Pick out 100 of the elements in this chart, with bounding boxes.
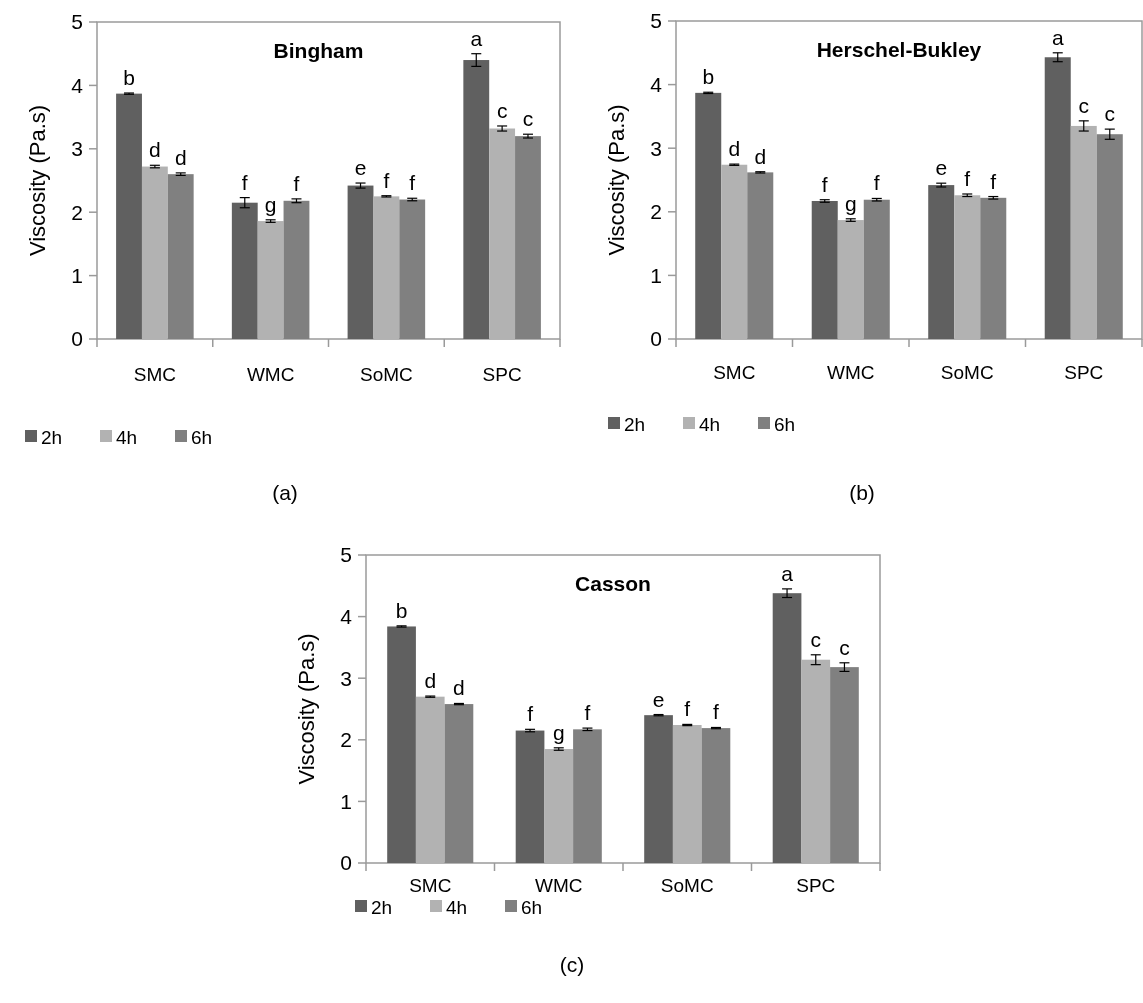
annotation: f [821, 172, 828, 196]
y-axis-title: Viscosity (Pa.s) [604, 104, 629, 256]
annotation: e [935, 156, 948, 180]
bar [837, 220, 864, 339]
text: Casson [575, 572, 651, 595]
bar [141, 166, 168, 339]
annotation: f [383, 168, 390, 192]
legend-label: 2h [624, 414, 646, 435]
legend-label: 2h [41, 427, 63, 448]
legend-label: 6h [191, 427, 213, 448]
annotation: a [470, 26, 483, 50]
bar [701, 728, 731, 863]
annotation: d [453, 676, 465, 700]
x-tick-label: SPC [482, 364, 522, 385]
legend-label: 2h [371, 897, 393, 918]
bar [463, 60, 490, 339]
y-tick-label: 3 [650, 136, 662, 160]
annotation: f [241, 170, 248, 194]
annotation: a [781, 561, 794, 585]
annotation: e [354, 156, 367, 180]
y-tick-label: 5 [340, 543, 352, 567]
y-tick-label: 0 [340, 851, 352, 875]
bar [721, 164, 748, 339]
x-tick-label: SoMC [660, 875, 714, 896]
bar [801, 659, 831, 863]
y-tick-label: 0 [71, 327, 83, 351]
bar [644, 715, 673, 863]
y-tick-label: 5 [650, 9, 662, 33]
bar [772, 593, 802, 863]
bar [747, 172, 774, 339]
x-tick-label: SoMC [359, 364, 413, 385]
bar [954, 195, 981, 339]
annotation: f [990, 169, 997, 193]
bar [231, 202, 258, 339]
y-tick-label: 2 [650, 200, 662, 224]
annotation: f [964, 166, 971, 190]
bar [347, 185, 374, 339]
bar [167, 174, 194, 339]
bar [672, 725, 702, 863]
annotation: f [527, 702, 534, 726]
y-tick-label: 4 [71, 73, 84, 97]
y-tick-label: 3 [340, 666, 352, 690]
bar [1044, 57, 1071, 339]
annotation: g [552, 720, 565, 744]
y-axis-title: Viscosity (Pa.s) [294, 633, 319, 785]
bar [811, 200, 838, 339]
annotation: a [1051, 25, 1064, 49]
annotation: f [873, 171, 880, 195]
bar [489, 128, 516, 339]
annotation: c [1078, 93, 1089, 117]
bar [387, 626, 416, 863]
bar [399, 199, 426, 339]
annotation: d [149, 138, 161, 162]
y-tick-label: 1 [650, 263, 662, 287]
y-tick-label: 0 [650, 327, 662, 351]
y-tick-label: 4 [340, 604, 353, 628]
legend-label: 4h [116, 427, 138, 448]
bar [444, 704, 474, 863]
bar [573, 729, 602, 863]
bar [928, 185, 955, 339]
x-tick-label: WMC [246, 364, 295, 385]
annotation: g [264, 192, 277, 216]
annotation: c [522, 107, 534, 131]
bar [283, 200, 310, 339]
bar [373, 196, 400, 339]
annotation: d [174, 145, 187, 169]
bar [980, 197, 1007, 339]
text: Herschel-Bukley [816, 38, 982, 61]
bar [1096, 134, 1123, 339]
annotation: d [754, 144, 767, 168]
annotation: e [652, 687, 665, 711]
x-tick-label: SMC [713, 362, 756, 383]
annotation: d [728, 137, 741, 161]
legend-label: 6h [521, 897, 543, 918]
x-tick-label: SMC [409, 875, 452, 896]
x-tick-label: SPC [1064, 362, 1104, 383]
x-tick-label: SMC [133, 364, 176, 385]
y-tick-label: 3 [71, 137, 83, 161]
annotation: g [844, 191, 857, 215]
bar [544, 749, 574, 863]
bar [863, 199, 890, 339]
x-tick-label: SPC [796, 875, 836, 896]
text: Bingham [273, 39, 364, 62]
y-tick-label: 2 [71, 200, 83, 224]
annotation: c [810, 627, 821, 651]
bar [515, 136, 541, 339]
legend-label: 6h [774, 414, 796, 435]
bar [515, 730, 545, 863]
legend-label: 4h [699, 414, 721, 435]
annotation: b [702, 65, 715, 89]
annotation: c [839, 635, 850, 659]
y-tick-label: 1 [71, 263, 83, 287]
y-tick-label: 4 [650, 72, 663, 96]
text: (a) [272, 481, 298, 504]
annotation: c [1104, 102, 1116, 126]
bar [257, 221, 284, 339]
x-tick-label: WMC [535, 875, 583, 896]
annotation: f [713, 700, 720, 724]
annotation: b [123, 66, 135, 90]
annotation: f [684, 697, 691, 721]
